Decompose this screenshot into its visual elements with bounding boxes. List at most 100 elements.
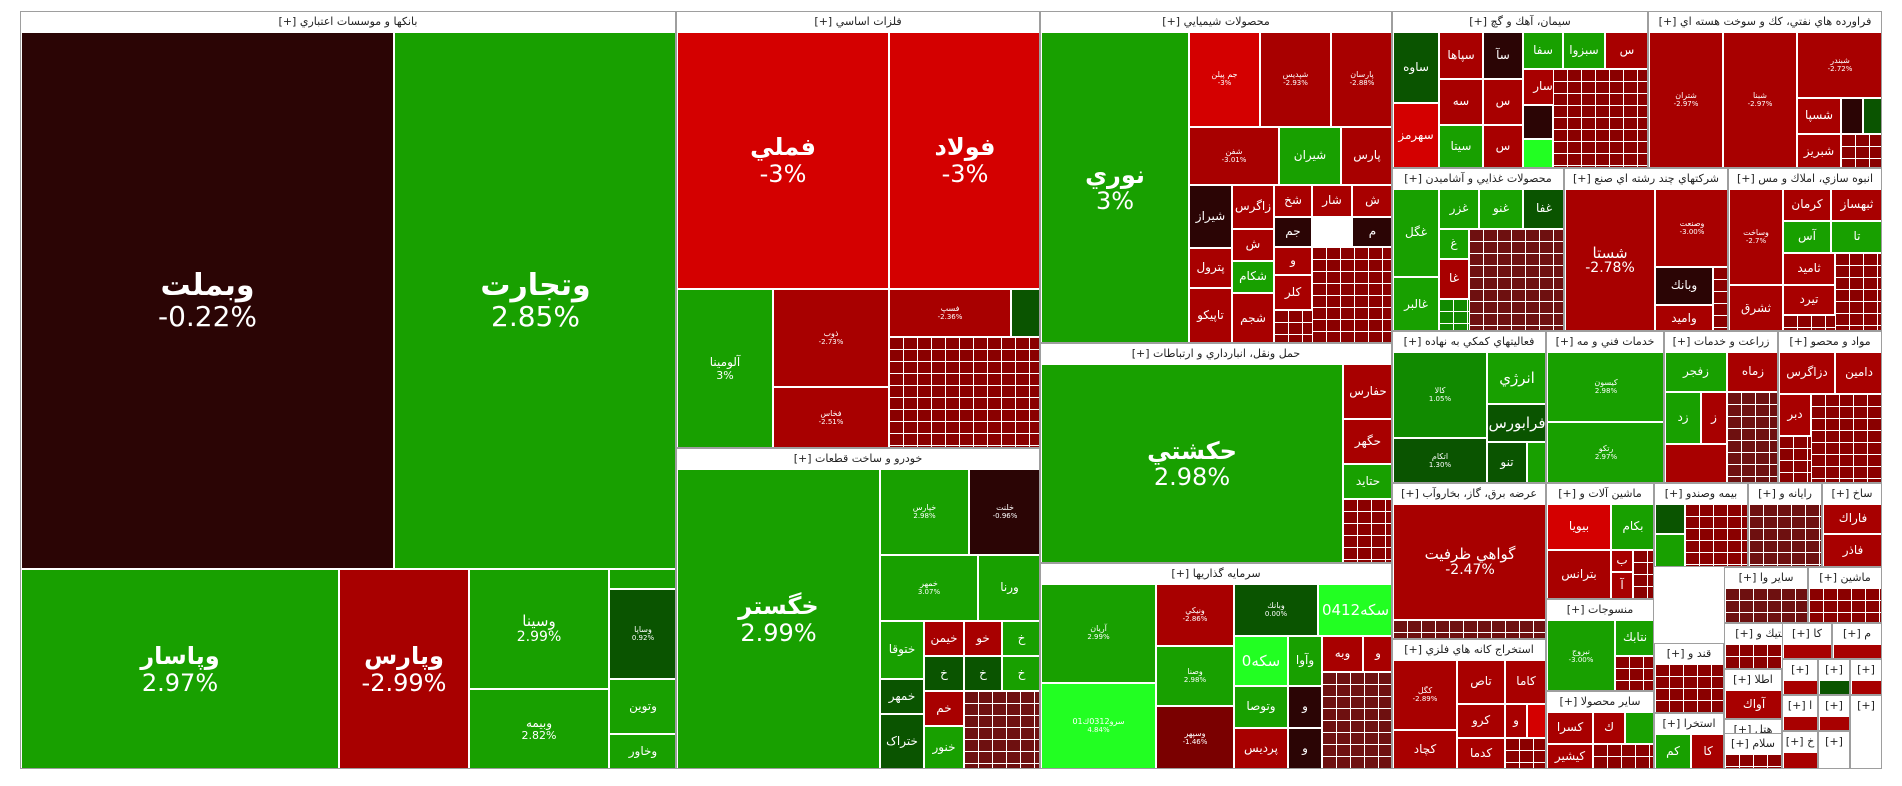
sector-title[interactable]: استخراج كانه هاي فلزي [+] [1393, 640, 1545, 661]
stock-tile-biviya[interactable]: بيويا [1547, 504, 1611, 550]
stock-tile-energy[interactable]: انرژي [1487, 352, 1545, 404]
stock-tile-shebandar[interactable]: شبندر -2.72% [1797, 32, 1881, 98]
stock-tile-vsina[interactable]: وسينا 2.99% [469, 569, 609, 689]
stock-tile-shpedis[interactable]: شپديس -2.93% [1260, 32, 1331, 127]
sector-banks[interactable]: بانکها و موسسات اعتباري [+] وبملت -0.22%… [20, 11, 676, 769]
stock-tile-a[interactable]: آ [1611, 572, 1633, 598]
stock-tile-khtooqa[interactable]: ختوقا [880, 621, 924, 679]
stock-tile-z[interactable]: ز [1701, 392, 1727, 444]
stock-tile-capacity-certificate[interactable]: گواهي ظرفيت -2.47% [1393, 504, 1545, 620]
stock-tile-ka[interactable]: كا [1691, 734, 1723, 768]
sector-title[interactable]: [+] [1851, 696, 1881, 717]
sector-small-8[interactable]: [+] [1850, 695, 1882, 769]
stock-tile-vtovin[interactable]: وتوين [609, 679, 675, 734]
stock-tile-retko[interactable]: رتكو 2.97% [1547, 422, 1663, 482]
stock-tile-kelor[interactable]: كلر [1274, 275, 1312, 310]
sector-title[interactable]: عرضه برق، گاز، بخاروآب [+] [1393, 484, 1545, 505]
sector-small-4[interactable]: ا [+] [1782, 695, 1818, 731]
stock-tile-shjam[interactable]: شجم [1232, 293, 1274, 342]
stock-tile-ghalbar[interactable]: غالبر [1393, 277, 1439, 330]
sector-other-financial[interactable]: ساير وا [+] [1724, 567, 1808, 623]
stock-tile-tano[interactable]: تنو [1487, 442, 1527, 482]
sector-construction[interactable]: انبوه سازي، املاك و مس [+] وساخت -2.7% ث… [1728, 168, 1882, 331]
sector-other-products[interactable]: ساير محصولا [+] كسرا ك كيشير [1546, 691, 1654, 769]
stock-tile-k[interactable]: ك [1593, 712, 1625, 744]
sector-pharma[interactable]: مواد و محصو [+] دامين دزاگرس دبر [1778, 331, 1882, 483]
stock-tile-petrol[interactable]: پترول [1189, 248, 1232, 288]
sector-title[interactable]: ا [+] [1783, 696, 1817, 717]
stock-tile-hatayd[interactable]: حتايد [1343, 464, 1391, 499]
stock-tile-vbime[interactable]: وبيمه 2.82% [469, 689, 609, 768]
stock-tile-sekke0412[interactable]: سكه0412 [1318, 584, 1391, 636]
stock-tile-shar[interactable]: شار [1312, 185, 1352, 217]
stock-tile-jampilen[interactable]: جم پيلن -3% [1189, 32, 1260, 127]
stock-tile-v4[interactable]: و [1505, 704, 1527, 738]
stock-tile-sehormoz[interactable]: سهرمز [1393, 103, 1439, 167]
stock-tile-fsep[interactable]: فسپ -2.36% [889, 289, 1011, 337]
sector-cement[interactable]: سيمان، آهك و گچ [+] ساوه سپاها سآ سفا سب… [1392, 11, 1648, 168]
stock-tile-kh1[interactable]: خ [1002, 621, 1039, 656]
stock-tile-shespa[interactable]: شسپا [1797, 98, 1841, 134]
stock-tile-farak[interactable]: فاراك [1823, 504, 1881, 534]
sector-ka[interactable]: كا [+] [1782, 623, 1832, 659]
sector-title[interactable]: ساير وا [+] [1725, 568, 1807, 589]
sector-title[interactable]: شركتهاي چند رشته اي صنع [+] [1565, 169, 1727, 190]
stock-tile-khnoor[interactable]: خنور [924, 726, 964, 768]
sector-title[interactable]: محصولات غذايي و آشاميدن [+] [1393, 169, 1563, 190]
sector-title[interactable]: استخرا [+] [1655, 714, 1723, 735]
sector-basic-metals[interactable]: فلزات اساسي [+] فملي -3% فولاد -3% آلومي… [676, 11, 1040, 448]
sector-petroleum[interactable]: فراورده هاي نفتي، كك و سوخت هسته اي [+] … [1648, 11, 1882, 168]
stock-tile-shekam[interactable]: شكام [1232, 261, 1274, 293]
stock-tile-foolad[interactable]: فولاد -3% [889, 32, 1039, 289]
sector-title[interactable]: كا [+] [1783, 624, 1831, 645]
stock-tile-vbmellat[interactable]: وبملت -0.22% [21, 32, 394, 569]
stock-tile-ta[interactable]: تا [1831, 221, 1881, 253]
stock-tile-v2[interactable]: و [1288, 686, 1322, 728]
sector-small-3[interactable]: [+] [1850, 659, 1882, 695]
stock-tile-s2[interactable]: س [1483, 79, 1523, 125]
sector-title[interactable]: خدمات فني و مه [+] [1547, 332, 1663, 353]
sector-title[interactable]: منسوجات [+] [1547, 600, 1653, 621]
stock-tile-damin[interactable]: دامين [1835, 352, 1881, 394]
stock-tile-dbar[interactable]: دبر [1779, 394, 1811, 436]
stock-tile-atkam[interactable]: اتكام 1.30% [1393, 438, 1487, 482]
sector-small-6[interactable]: خ [+] [1782, 731, 1818, 769]
stock-tile-zamah[interactable]: زماه [1727, 352, 1777, 392]
stock-tile-avak[interactable]: آواك [1725, 690, 1781, 718]
stock-tile-sh1[interactable]: ش [1352, 185, 1391, 217]
stock-tile-ghnoo[interactable]: غنو [1479, 189, 1523, 229]
stock-tile-sashargh[interactable]: ثشرق [1729, 285, 1783, 330]
stock-tile-sepaha[interactable]: سپاها [1439, 32, 1483, 79]
stock-tile-seh[interactable]: سه [1439, 79, 1483, 125]
stock-tile-sa[interactable]: سآ [1483, 32, 1523, 79]
sector-multi-industry[interactable]: شركتهاي چند رشته اي صنع [+] شستا -2.78% … [1564, 168, 1728, 331]
stock-tile-pars[interactable]: پارس [1341, 127, 1391, 185]
stock-tile-kasra[interactable]: كسرا [1547, 712, 1593, 744]
stock-tile-hafars[interactable]: حفارس [1343, 364, 1391, 419]
stock-tile-varna[interactable]: ورنا [978, 555, 1039, 621]
stock-tile-sita[interactable]: سيتا [1439, 125, 1483, 167]
sector-quarrying[interactable]: استخرا [+] كم كا [1654, 713, 1724, 769]
sector-title[interactable]: سيمان، آهك و گچ [+] [1393, 12, 1647, 33]
sector-automotive[interactable]: خودرو و ساخت قطعات [+] خگستر 2.99% خپارس… [676, 448, 1040, 769]
sector-title[interactable]: بانکها و موسسات اعتباري [+] [21, 12, 675, 33]
stock-tile-natabak[interactable]: نتابك [1615, 620, 1653, 656]
sector-title[interactable]: مواد و محصو [+] [1779, 332, 1881, 353]
stock-tile-shiraz[interactable]: شيراز [1189, 185, 1232, 248]
sector-title[interactable]: فراورده هاي نفتي، كك و سوخت هسته اي [+] [1649, 12, 1881, 33]
stock-tile-vtosa[interactable]: وتوصا [1234, 686, 1288, 728]
stock-tile-vbank[interactable]: وبانك 0.00% [1234, 584, 1318, 636]
stock-tile-kishir[interactable]: كيشير [1547, 744, 1593, 768]
stock-tile-tas[interactable]: تاص [1457, 660, 1505, 704]
sector-investments[interactable]: سرمايه گذاريها [+] آريان 2.99% سرو0312ك0… [1040, 563, 1392, 769]
sector-sugar[interactable]: قند و [+] [1654, 643, 1724, 713]
sector-title[interactable]: بيمه وصندو [+] [1655, 484, 1747, 505]
stock-tile-shebna[interactable]: شبنا -2.97% [1723, 32, 1797, 167]
sector-title[interactable]: ماشين آلات و [+] [1547, 484, 1653, 505]
stock-tile-s3[interactable]: س [1483, 125, 1523, 167]
sector-title[interactable]: خ [+] [1783, 732, 1817, 753]
stock-tile-pardis[interactable]: پرديس [1234, 728, 1288, 768]
sector-title[interactable]: قند و [+] [1655, 644, 1723, 665]
stock-tile-hgohar[interactable]: حگهر [1343, 419, 1391, 464]
sector-information[interactable]: اطلا [+] آواك [1724, 669, 1782, 719]
